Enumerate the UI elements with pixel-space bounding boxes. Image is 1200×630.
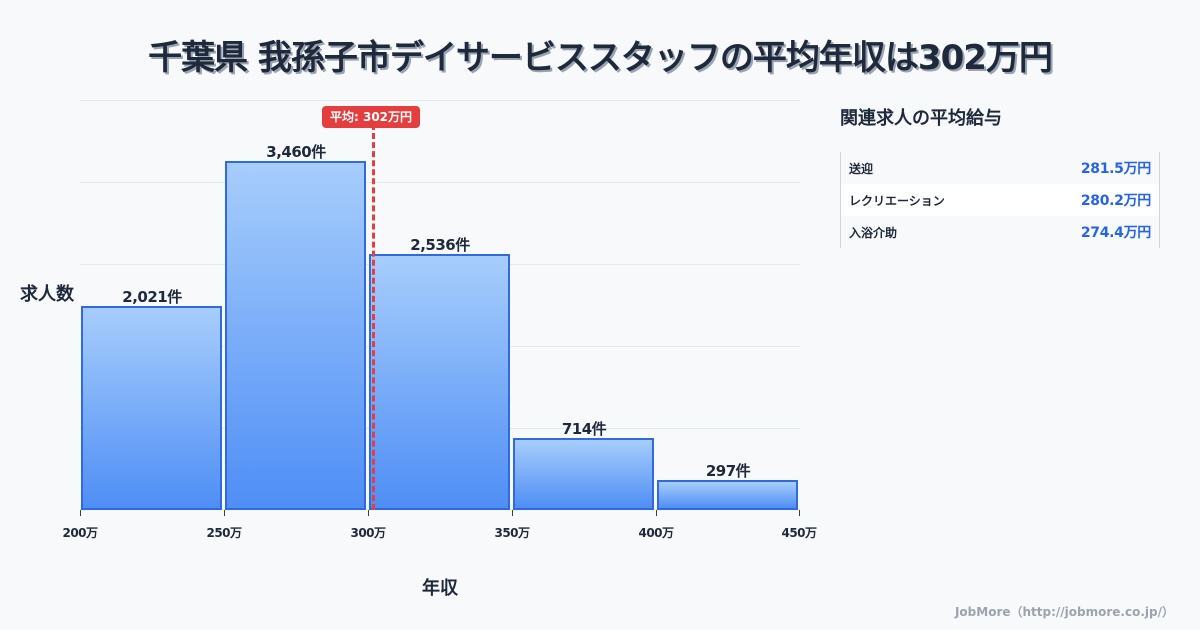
average-salary-value: 280.2万円 [1080,193,1151,209]
bar-value-label: 2,021件 [122,288,182,306]
job-category-name: 入浴介助 [849,225,898,240]
x-tick-label: 300万 [350,526,386,540]
bar-300-350[interactable] [369,254,510,510]
related-salary-panel: 関連求人の平均給与 送迎 281.5万円 レクリエーション 280.2万円 入浴… [840,104,1160,248]
x-tick [80,510,81,516]
related-salary-row[interactable]: 入浴介助 274.4万円 [841,216,1159,248]
gridline [80,182,800,183]
x-tick-label: 450万 [781,526,817,540]
related-salary-row[interactable]: 送迎 281.5万円 [841,152,1159,184]
bar-200-250[interactable] [81,306,222,510]
bar-350-400[interactable] [513,438,654,510]
x-axis-label: 年収 [422,578,458,599]
x-tick [368,510,369,516]
average-salary-value: 281.5万円 [1080,161,1151,177]
chart-title: 千葉県 我孫子市デイサービススタッフの平均年収は302万円 [148,38,1053,78]
average-badge: 平均: 302万円 [322,106,421,128]
bar-value-label: 3,460件 [266,143,326,161]
x-tick [656,510,657,516]
x-tick-label: 350万 [494,526,530,540]
bar-value-label: 2,536件 [410,236,470,254]
x-tick [799,510,800,516]
y-axis-label: 求人数 [20,284,74,305]
bar-250-300[interactable] [225,161,366,510]
job-category-name: 送迎 [849,161,874,176]
average-line [372,124,375,510]
bar-value-label: 297件 [705,462,751,480]
x-tick-label: 400万 [638,526,674,540]
related-salary-row[interactable]: レクリエーション 280.2万円 [841,184,1159,216]
related-salary-title: 関連求人の平均給与 [840,108,1002,129]
x-tick-label: 250万 [206,526,242,540]
x-tick [512,510,513,516]
x-tick [224,510,225,516]
x-axis: 200万 250万 300万 350万 400万 450万 [62,510,817,550]
gridline [80,100,800,101]
job-category-name: レクリエーション [849,193,945,208]
histogram-chart: 2,021件 3,460件 2,536件 714件 297件 平均: 302万円 [80,100,800,510]
bar-400-450[interactable] [657,480,798,510]
bar-value-label: 714件 [561,420,607,438]
average-salary-value: 274.4万円 [1080,225,1151,241]
related-salary-table: 送迎 281.5万円 レクリエーション 280.2万円 入浴介助 274.4万円 [840,152,1160,248]
x-tick-label: 200万 [62,526,98,540]
source-credit: JobMore（http://jobmore.co.jp/） [954,605,1174,619]
